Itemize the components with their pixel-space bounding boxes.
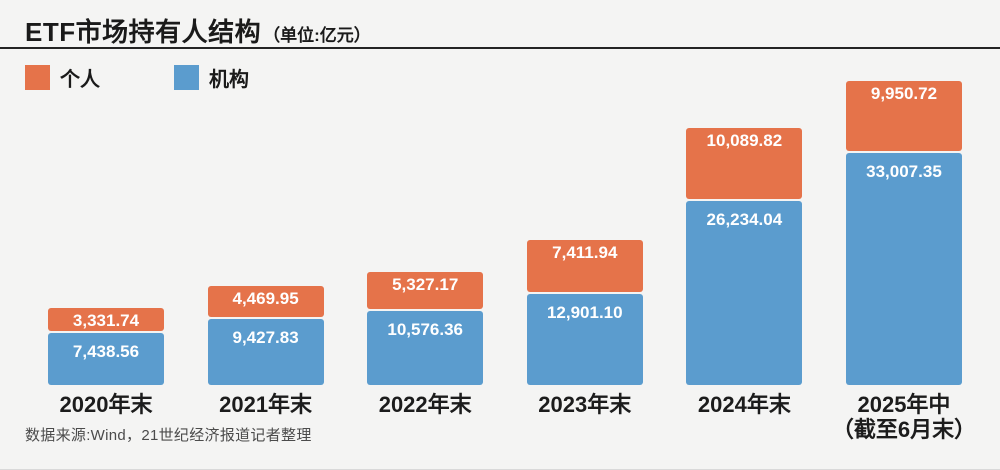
bar-segment-individual: 10,089.82 <box>686 128 803 199</box>
bar-group-4: 7,411.94 12,901.10 2023年末 <box>526 83 643 417</box>
bar-segment-institution: 33,007.35 <box>845 153 962 385</box>
bar-value-label: 26,234.04 <box>706 210 783 229</box>
bar-group-5: 10,089.82 26,234.04 2024年末 <box>686 83 803 417</box>
legend-item-institution: 机构 <box>174 63 249 92</box>
category-label: 2023年末 <box>538 392 632 417</box>
bar-segment-individual: 5,327.17 <box>367 272 484 309</box>
legend-label-individual: 个人 <box>60 69 100 91</box>
title-divider <box>0 47 1000 49</box>
legend: 个人 机构 <box>25 63 249 92</box>
bar-value-label: 4,469.95 <box>232 289 299 308</box>
bar-value-label: 10,576.36 <box>387 320 463 339</box>
stacked-bar: 9,950.72 33,007.35 <box>845 81 962 385</box>
bar-segment-institution: 7,438.56 <box>48 333 164 385</box>
stacked-bar: 4,469.95 9,427.83 <box>207 286 324 385</box>
stacked-bar: 5,327.17 10,576.36 <box>367 272 484 385</box>
bar-value-label: 7,438.56 <box>72 342 140 361</box>
bar-segment-institution: 9,427.83 <box>207 319 324 385</box>
bar-group-6: 9,950.72 33,007.35 2025年中 （截至6月末） <box>832 81 976 442</box>
chart-title: ETF市场持有人结构 <box>25 17 262 47</box>
chart-unit-label: （单位:亿元） <box>263 26 371 45</box>
stacked-bar: 10,089.82 26,234.04 <box>686 128 803 385</box>
page-title: ETF市场持有人结构 （单位:亿元） <box>25 12 371 49</box>
bar-segment-individual: 4,469.95 <box>207 286 324 317</box>
legend-swatch-individual-icon <box>25 65 50 90</box>
stacked-bar-chart: 3,331.74 7,438.56 2020年末 4,469.95 9,427.83 20… <box>48 81 976 442</box>
bar-segment-institution: 12,901.10 <box>526 294 643 385</box>
category-label: 2024年末 <box>697 392 791 417</box>
bar-segment-individual: 7,411.94 <box>526 240 643 292</box>
bar-value-label: 9,950.72 <box>870 84 938 103</box>
bar-group-1: 3,331.74 7,438.56 2020年末 <box>48 83 164 417</box>
bar-value-label: 9,427.83 <box>232 328 299 347</box>
bar-value-label: 3,331.74 <box>72 311 140 330</box>
bar-group-2: 4,469.95 9,427.83 2021年末 <box>207 83 324 417</box>
bar-value-label: 12,901.10 <box>546 303 623 322</box>
bar-value-label: 10,089.82 <box>706 131 783 150</box>
legend-swatch-institution-icon <box>174 65 199 90</box>
bar-segment-individual: 9,950.72 <box>845 81 962 151</box>
legend-label-institution: 机构 <box>209 69 249 91</box>
bar-value-label: 7,411.94 <box>552 243 618 262</box>
bar-segment-institution: 10,576.36 <box>367 311 484 385</box>
stacked-bar: 3,331.74 7,438.56 <box>48 308 164 385</box>
bar-segment-institution: 26,234.04 <box>686 201 803 385</box>
category-label: 2020年末 <box>59 392 153 417</box>
category-label: 2021年末 <box>219 392 313 417</box>
bar-value-label: 5,327.17 <box>392 275 459 294</box>
bar-segment-individual: 3,331.74 <box>48 308 164 331</box>
stacked-bar: 7,411.94 12,901.10 <box>526 240 643 385</box>
source-note: 数据来源:Wind，21世纪经济报道记者整理 <box>25 427 312 444</box>
bar-group-3: 5,327.17 10,576.36 2022年末 <box>367 83 484 417</box>
bar-value-label: 33,007.35 <box>866 162 942 181</box>
category-label: 2022年末 <box>378 392 472 417</box>
legend-item-individual: 个人 <box>25 63 100 92</box>
category-label: 2025年中 （截至6月末） <box>831 392 977 442</box>
